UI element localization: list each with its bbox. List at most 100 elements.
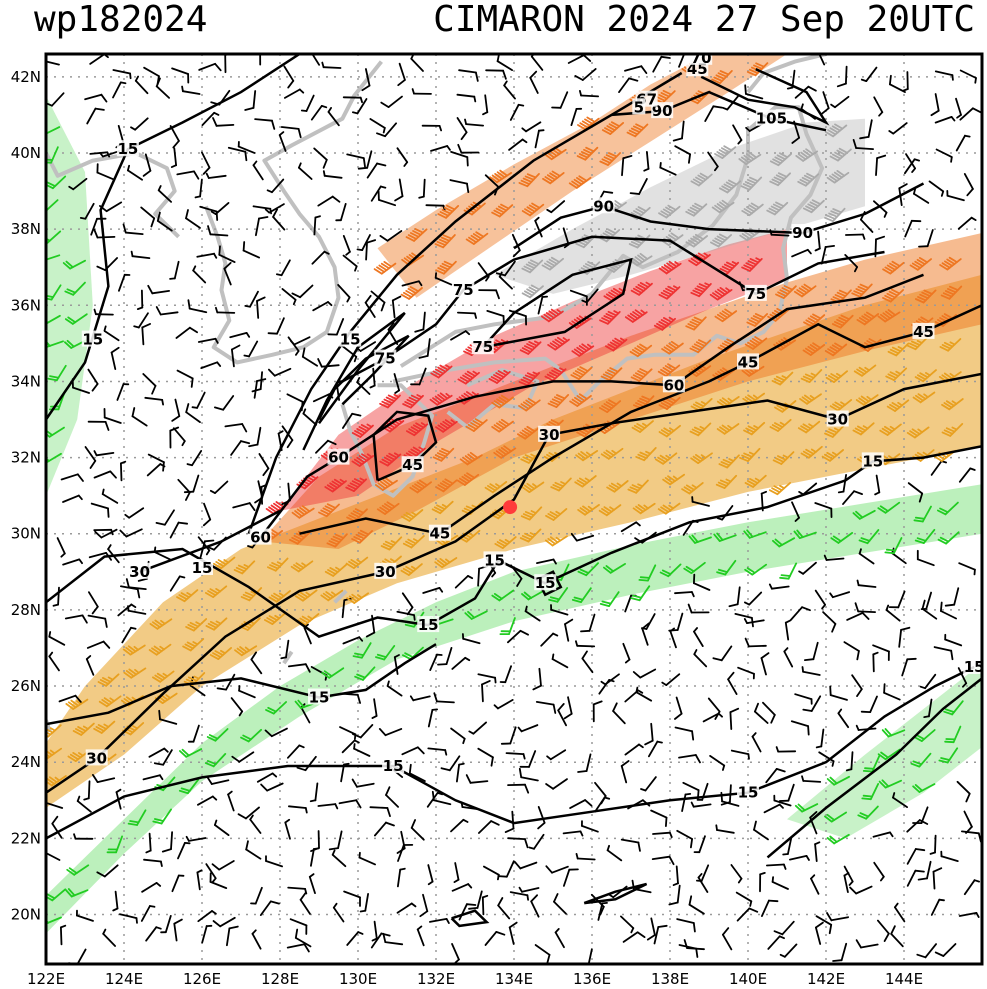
wind-barb [940,601,957,620]
wind-barb [464,610,488,620]
isotach-15-southern [46,665,975,840]
isotach-label-bg [374,562,397,579]
wind-barb [886,399,910,412]
wind-barb [797,172,820,187]
wind-barb [803,313,826,328]
wind-barb [832,942,848,962]
lon-tick-label: 132E [417,970,455,988]
wind-barb [741,202,764,217]
wind-barb [250,651,263,675]
wind-barb [97,673,120,687]
wind-barb [693,835,706,854]
wind-barb [64,313,88,325]
wind-barb [186,449,203,467]
wind-barb [641,613,656,630]
wind-barb [571,343,595,357]
lat-tick-label: 40N [11,144,41,162]
wind-barb [500,726,517,745]
wind-barb [345,477,368,493]
wind-barb [346,592,370,604]
wind-barb [433,692,455,704]
isotach-label-bg [374,349,397,366]
wind-barb [177,478,191,501]
wind-barb [435,260,457,275]
wind-barb [287,663,311,673]
wind-barb [653,316,676,331]
wind-barb [411,88,432,95]
wind-barb [707,697,721,720]
wind-barb [909,256,932,271]
isotach-label: 15 [738,784,759,802]
wind-barb [547,336,570,351]
wind-barb [56,537,66,558]
wind-barb [534,944,551,964]
wind-barb [959,69,977,84]
wind-barb [223,261,232,286]
wind-barb [457,370,480,385]
wind-barb [83,780,91,801]
wind-barb [768,481,791,496]
wind-barb [352,642,372,659]
wind-barb [93,450,115,457]
wind-barb [744,474,767,488]
wind-barb [916,549,935,567]
wind-barb [493,445,517,459]
wind-barb [196,252,218,259]
wind-barb [459,451,483,466]
wind-barb [67,749,91,762]
isotach-label: 15 [192,559,213,577]
wind-barb [290,336,311,346]
wind-barb [430,364,453,379]
wind-barb [904,219,922,238]
wind-barb [212,556,236,570]
wind-barb [309,782,319,803]
wind-barb [291,505,315,519]
wind-barb [198,62,222,72]
isotach-label: 105 [756,110,787,128]
wind-barb [259,900,280,916]
isotach-label-bg [85,749,108,766]
wind-barb [284,818,291,840]
wind-barb [322,170,343,179]
wind-barb [632,668,657,679]
wind-barb [860,66,878,82]
wind-barb [519,750,537,768]
wind-barb [824,207,846,223]
wind-barb [674,696,683,720]
wind-barb [676,918,696,933]
wind-barb [581,288,599,304]
wind-barb [378,728,403,737]
wind-barb [477,747,494,767]
plot-area: 15 15 15 15 15 15 15 15 15 15 15 15 30 30 30 30 30 45 45 45… [46,54,982,964]
wind-barb [744,84,764,100]
wind-barb [210,201,230,216]
wind-barb [93,228,116,239]
wind-barb [772,537,796,548]
wind-barb [98,695,122,708]
wind-barb [426,792,444,808]
wind-barb [249,814,262,834]
wind-barb [826,169,850,184]
wind-barb [296,755,317,772]
wind-barb [624,743,644,756]
wind-barb [187,299,208,314]
wind-barb [65,888,89,898]
isotach-label-bg [428,524,451,541]
wind-barb [272,208,286,231]
wind-barb [814,502,833,518]
wind-barb [544,535,568,547]
wind-barb [103,325,120,342]
wind-barb [801,775,822,783]
wind-barb [629,177,648,195]
wind-barb [837,473,847,494]
wind-barb [761,899,779,917]
wind-barb [630,281,653,296]
wind-barb [963,172,974,197]
isotach-label: 15 [82,331,103,349]
wind-barb [354,666,376,681]
wind-barb [62,558,83,566]
wind-barb [92,774,116,783]
wind-barb [205,617,228,631]
wind-barb [213,819,230,836]
wind-barb [620,521,641,533]
